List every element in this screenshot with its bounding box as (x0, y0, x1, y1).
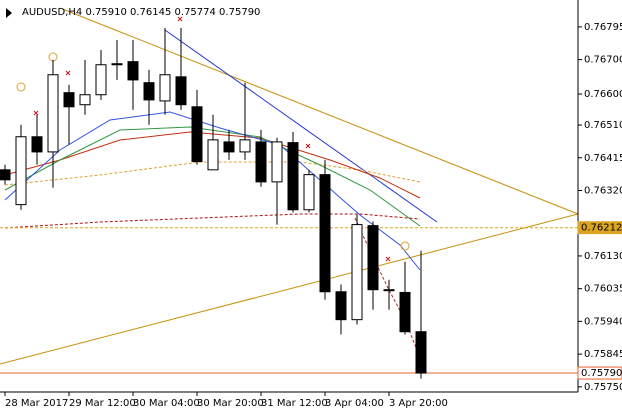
candle-body (79, 94, 91, 106)
y-tick-label: 0.76035 (584, 284, 622, 295)
candle-body (399, 291, 411, 333)
x-tick-label: 31 Mar 12:00 (261, 398, 328, 409)
moving-average (4, 126, 421, 227)
candle-body (335, 291, 347, 321)
candle-body (383, 289, 395, 292)
price-label-box (577, 366, 622, 380)
projection-line (354, 217, 422, 361)
candle-body (239, 139, 251, 153)
candle-body (351, 224, 363, 321)
candle-body (143, 82, 155, 101)
candle-body (191, 106, 203, 163)
moving-average (4, 213, 421, 229)
indicators (0, 7, 579, 365)
y-tick-label: 0.76795 (584, 22, 622, 33)
trend-line (0, 213, 579, 365)
candle-body (255, 141, 267, 183)
signal-marker (33, 16, 391, 262)
candle-body (63, 92, 75, 108)
price-label: 0.76212 (581, 223, 622, 234)
chart-title: AUDUSD,H4 0.75910 0.76145 0.75774 0.7579… (22, 7, 260, 18)
candle-body (159, 74, 171, 102)
price-label-box (577, 221, 622, 235)
y-tick-label: 0.76700 (584, 55, 622, 66)
candle-body (303, 174, 315, 211)
candle-body (415, 331, 427, 374)
candle-body (175, 76, 187, 106)
candle-body (287, 142, 299, 211)
moving-average (4, 111, 421, 271)
signal-icon (400, 241, 410, 251)
x-tick-label: 30 Mar 04:00 (133, 398, 200, 409)
trend-line (164, 29, 438, 223)
y-tick-label: 0.76130 (584, 251, 622, 262)
x-tick-label: 3 Apr 20:00 (389, 398, 448, 409)
candle-body (207, 139, 219, 171)
y-tick-label: 0.75845 (584, 349, 622, 360)
y-tick-label: 0.76510 (584, 120, 622, 131)
y-tick-label: 0.76600 (584, 89, 622, 100)
symbol-icon (6, 8, 12, 18)
signal-icon (16, 82, 26, 92)
candle-body (31, 136, 43, 153)
y-tick-label: 0.75940 (584, 316, 622, 327)
x-tick-label: 28 Mar 2017 (5, 398, 68, 409)
trend-line (59, 7, 579, 215)
y-tick-label: 0.75750 (584, 382, 622, 393)
x-tick-label: 3 Apr 04:00 (325, 398, 384, 409)
price-label: 0.75790 (581, 368, 622, 379)
moving-average (4, 161, 421, 186)
x-tick-label: 30 Mar 20:00 (197, 398, 264, 409)
candle-body (111, 63, 123, 66)
y-tick-label: 0.76415 (584, 153, 622, 164)
candle-body (15, 136, 27, 206)
x-tick-label: 29 Mar 12:00 (69, 398, 136, 409)
moving-average (4, 131, 421, 199)
candle-body (0, 169, 11, 181)
candle-body (95, 64, 107, 96)
candle-body (367, 225, 379, 291)
candle-body (319, 174, 331, 293)
candle-body (47, 74, 59, 153)
candle-body (127, 61, 139, 81)
candle-body (223, 141, 235, 153)
y-tick-label: 0.76320 (584, 185, 622, 196)
candle-body (271, 141, 283, 183)
